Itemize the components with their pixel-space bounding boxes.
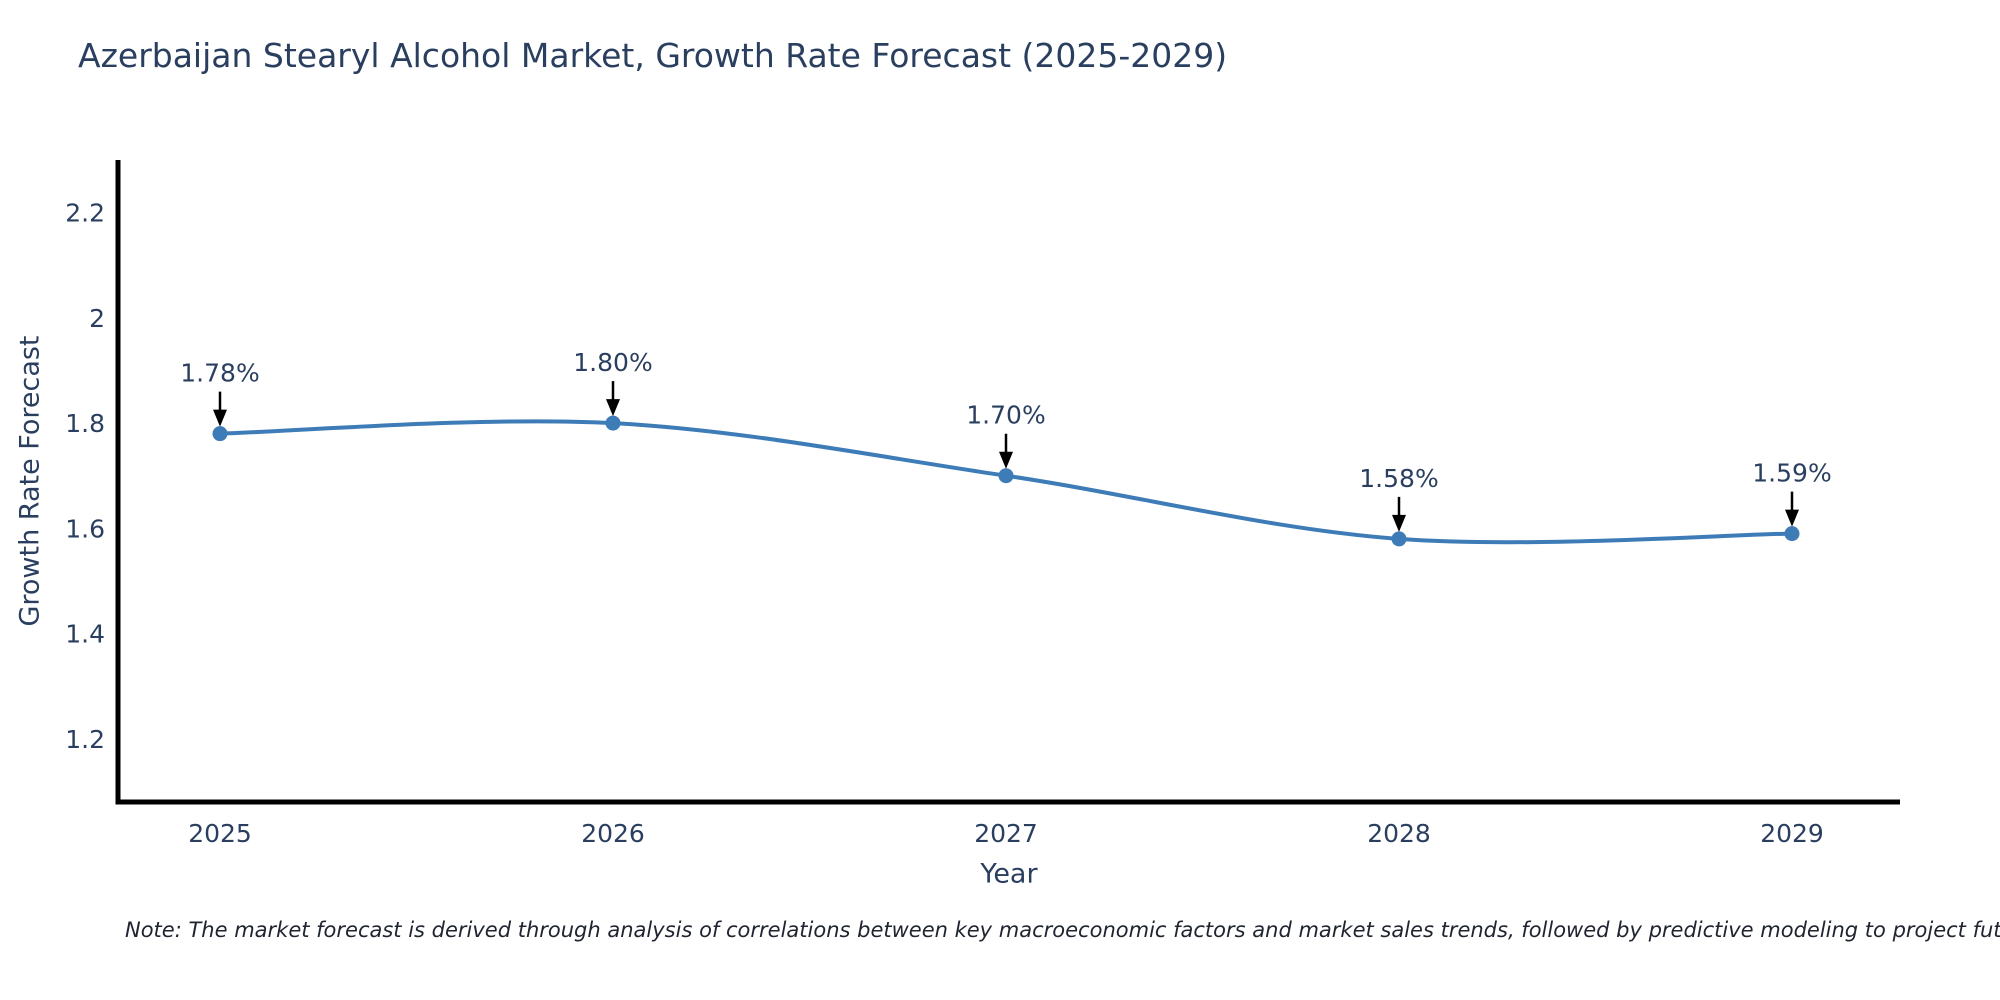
data-point-marker bbox=[605, 415, 621, 431]
x-tick-label: 2028 bbox=[1367, 819, 1431, 848]
y-tick-label: 2 bbox=[89, 304, 105, 333]
x-tick-label: 2025 bbox=[188, 819, 252, 848]
annotation-arrowhead bbox=[213, 409, 227, 427]
chart-title: Azerbaijan Stearyl Alcohol Market, Growt… bbox=[78, 36, 1228, 75]
y-tick-label: 1.8 bbox=[65, 409, 105, 438]
data-point-label: 1.70% bbox=[966, 401, 1045, 430]
y-tick-label: 1.6 bbox=[65, 514, 105, 543]
y-tick-label: 1.4 bbox=[65, 620, 105, 649]
annotation-arrowhead bbox=[1785, 509, 1799, 527]
annotation-arrowhead bbox=[606, 399, 620, 417]
data-point-marker bbox=[1391, 531, 1407, 547]
annotation-arrowhead bbox=[1392, 514, 1406, 532]
data-point-label: 1.59% bbox=[1752, 459, 1831, 488]
data-point-marker bbox=[998, 468, 1014, 484]
x-tick-label: 2029 bbox=[1760, 819, 1824, 848]
data-point-label: 1.78% bbox=[180, 359, 259, 388]
data-point-marker bbox=[212, 426, 228, 442]
annotation-arrowhead bbox=[999, 451, 1013, 469]
x-axis-title: Year bbox=[980, 858, 1038, 890]
x-tick-label: 2027 bbox=[974, 819, 1038, 848]
x-tick-label: 2026 bbox=[581, 819, 645, 848]
y-axis-title: Growth Rate Forecast bbox=[14, 335, 46, 627]
data-point-marker bbox=[1784, 526, 1800, 542]
y-tick-label: 2.2 bbox=[65, 199, 105, 228]
data-point-label: 1.80% bbox=[573, 348, 652, 377]
footnote: Note: The market forecast is derived thr… bbox=[125, 918, 2000, 942]
data-point-label: 1.58% bbox=[1359, 464, 1438, 493]
y-tick-label: 1.2 bbox=[65, 725, 105, 754]
